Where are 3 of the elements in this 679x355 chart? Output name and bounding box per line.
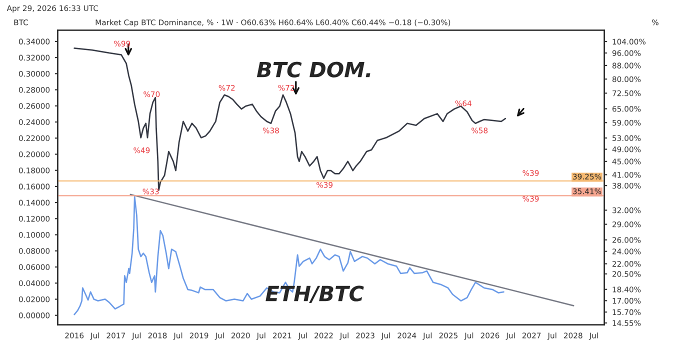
series-label: BTC DOM. bbox=[256, 62, 370, 78]
line-series bbox=[74, 196, 504, 316]
series-label: ETH/BTC bbox=[266, 286, 364, 304]
